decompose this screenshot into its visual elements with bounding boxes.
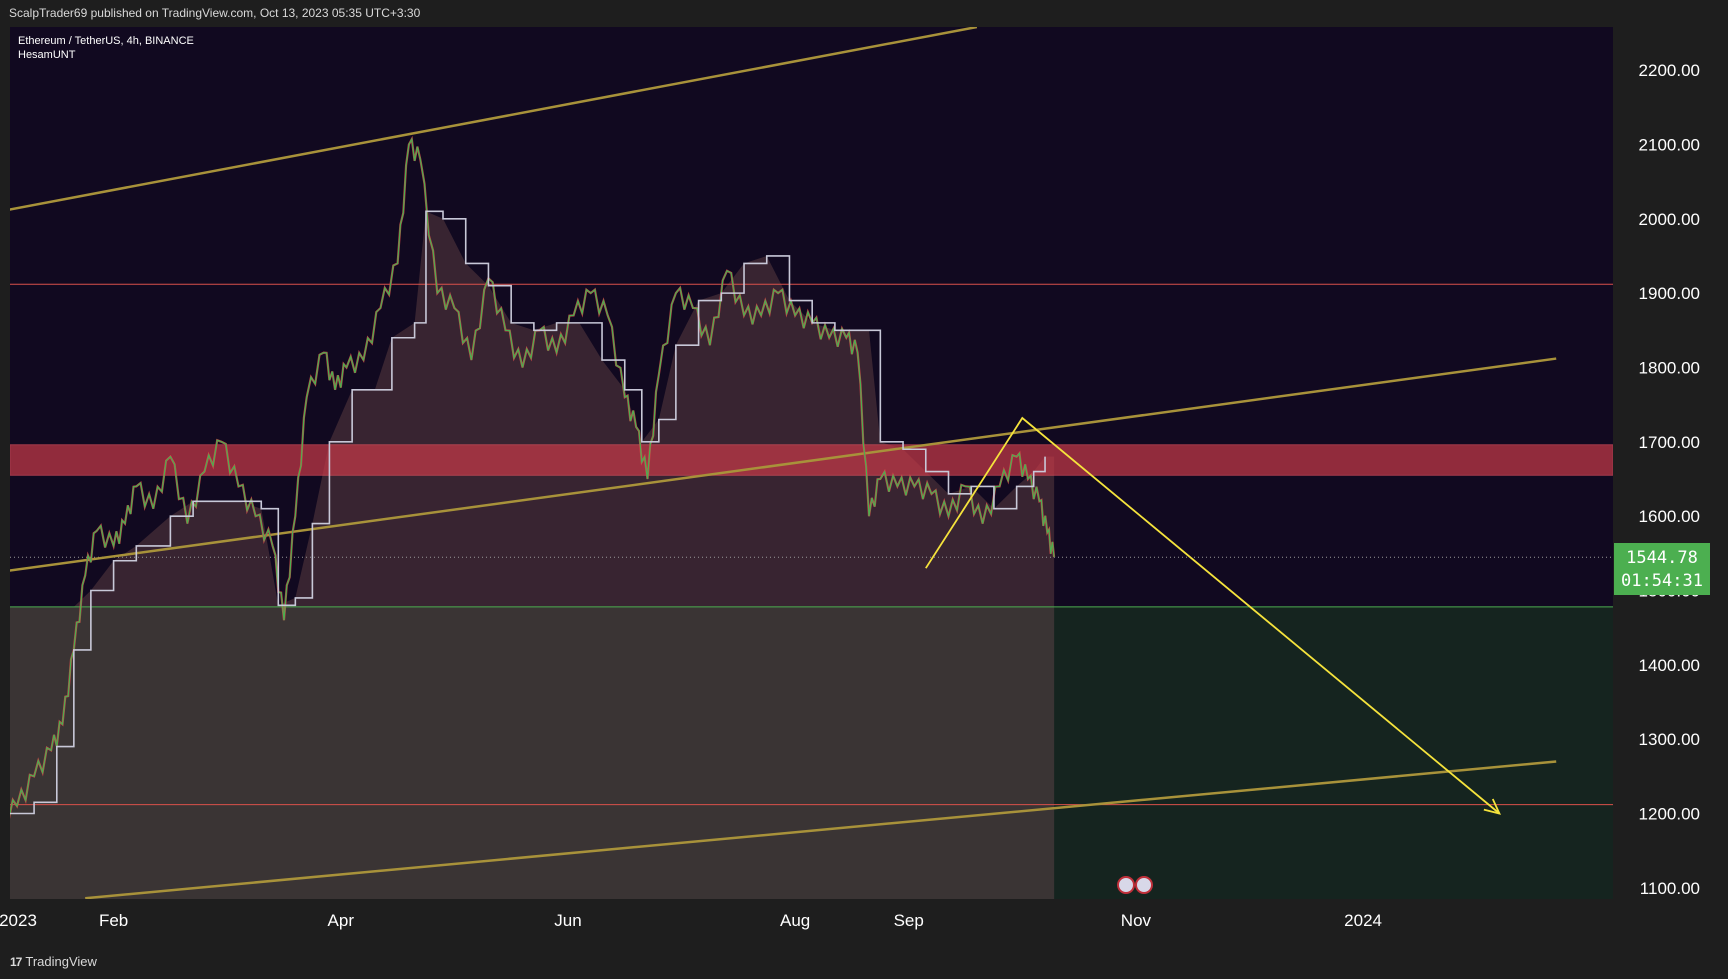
tradingview-logo-text: TradingView (25, 954, 97, 969)
y-tick-label: 2100.00 (1639, 135, 1700, 154)
y-tick-label: 1200.00 (1639, 805, 1700, 824)
bar-countdown: 01:54:31 (1621, 571, 1703, 591)
y-tick-label: 1900.00 (1639, 284, 1700, 303)
symbol-info: Ethereum / TetherUS, 4h, BINANCE HesamUN… (18, 34, 194, 62)
x-tick-label: Feb (99, 911, 128, 930)
projection-arrowhead (1483, 798, 1502, 815)
price-chart[interactable]: 2200.00 2100.00 2000.00 1900.00 1800.00 1700.… (0, 0, 1728, 945)
indicator-line (10, 210, 1046, 815)
y-tick-label: 1100.00 (1640, 879, 1700, 898)
x-tick-label: 2023 (0, 911, 37, 930)
y-tick-label: 2200.00 (1639, 61, 1700, 80)
y-tick-label: 1300.00 (1639, 730, 1700, 749)
x-tick-label: Nov (1121, 911, 1152, 930)
price-line (10, 137, 1055, 817)
last-price: 1544.78 (1626, 548, 1698, 568)
x-tick-label: Apr (328, 911, 355, 930)
trendline-0 (10, 27, 978, 211)
y-tick-label: 1700.00 (1639, 433, 1700, 452)
y-tick-label: 1600.00 (1639, 507, 1700, 526)
tradingview-logo-icon: 17 (10, 954, 22, 969)
x-tick-label: 2024 (1344, 911, 1382, 930)
event-flag-icon (1117, 876, 1135, 894)
x-tick-label: Jun (554, 911, 581, 930)
x-tick-label: Sep (894, 911, 924, 930)
event-flag-icon (1135, 876, 1153, 894)
symbol-title: Ethereum / TetherUS, 4h, BINANCE (18, 35, 194, 47)
footer-bar: 17 TradingView (0, 945, 1728, 979)
y-tick-label: 1400.00 (1639, 656, 1700, 675)
indicator-name: HesamUNT (18, 49, 76, 61)
x-tick-label: Aug (780, 911, 810, 930)
history-area (10, 606, 1055, 899)
tradingview-logo[interactable]: 17 TradingView (10, 954, 97, 969)
y-tick-label: 2000.00 (1639, 210, 1700, 229)
projection-path (925, 416, 1500, 815)
publish-header: ScalpTrader69 published on TradingView.c… (0, 0, 1728, 27)
trendline-2 (85, 760, 1557, 899)
trendline-1 (10, 357, 1557, 572)
last-price-tag: 1544.78 01:54:31 (1614, 543, 1710, 595)
y-tick-label: 1800.00 (1639, 358, 1700, 377)
